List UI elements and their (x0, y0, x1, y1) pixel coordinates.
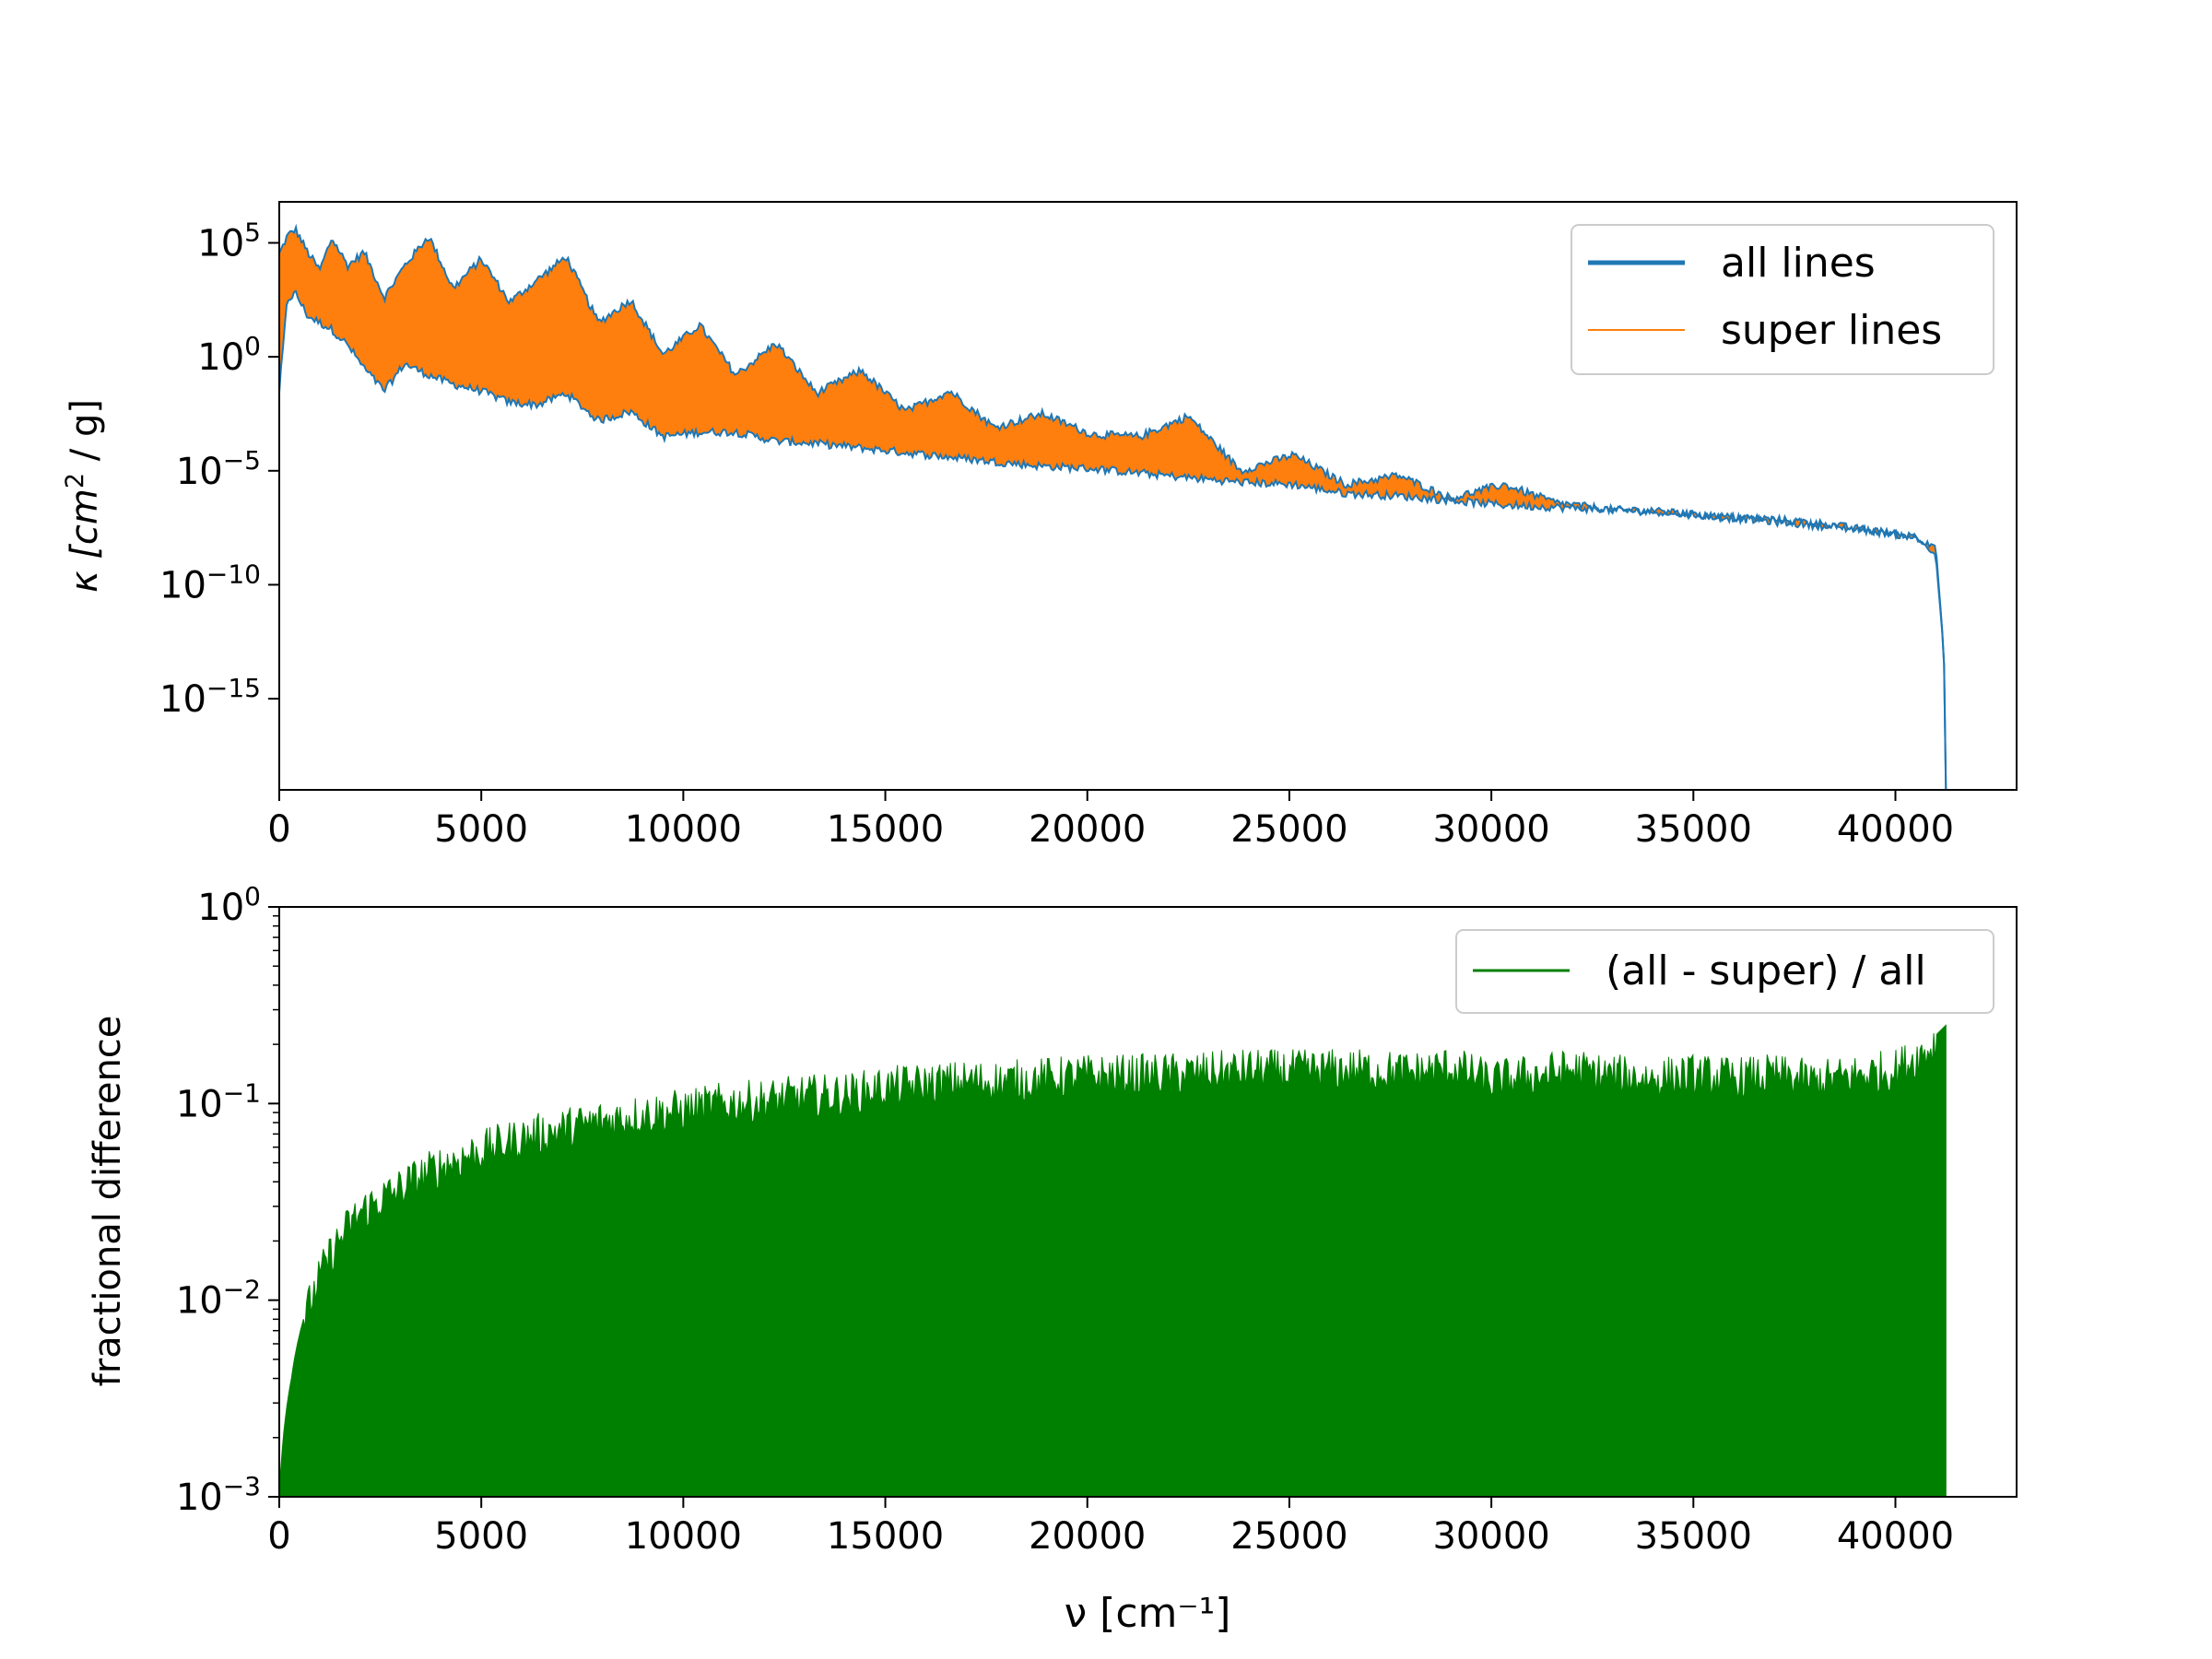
series-super-lines (279, 227, 1947, 790)
legend-super-lines-label: super lines (1721, 307, 1942, 354)
bottom-y-tick-label: 10−3 (176, 1471, 261, 1520)
bottom-x-tick-label: 35000 (1635, 1515, 1752, 1558)
bottom-x-tick-label: 40000 (1837, 1515, 1954, 1558)
top-y-axis-label: κ [cm2 / g] (61, 399, 107, 593)
top-x-tick-label: 25000 (1230, 808, 1347, 851)
bottom-x-tick-label: 10000 (625, 1515, 742, 1558)
top-legend: all lines super lines (1571, 224, 1994, 375)
bottom-y-axis-label: fractional difference (87, 1016, 129, 1387)
series-fractional-difference (278, 1024, 1947, 1498)
top-x-ticks: 0 5000 10000 15000 20000 25000 30000 35000 40000 (267, 790, 1954, 851)
top-y-ticks: 105 100 10−5 10−10 10−15 (159, 217, 279, 721)
top-chart: 0 5000 10000 15000 20000 25000 30000 35000 40000… (61, 201, 2018, 851)
top-x-tick-label: 30000 (1432, 808, 1549, 851)
top-x-tick-label: 20000 (1029, 808, 1146, 851)
top-axes-frame (278, 201, 2018, 791)
bottom-legend-box (1455, 929, 1994, 1014)
bottom-x-tick-label: 25000 (1230, 1515, 1347, 1558)
top-x-tick-label: 10000 (625, 808, 742, 851)
top-y-tick-label: 105 (197, 217, 261, 265)
top-x-tick-label: 5000 (434, 808, 528, 851)
legend-all-lines-label: all lines (1721, 240, 1876, 287)
bottom-x-tick-label: 15000 (827, 1515, 944, 1558)
top-plot-area (278, 223, 1947, 791)
legend-fractional-difference-label: (all - super) / all (1606, 947, 1926, 994)
top-y-tick-label: 100 (197, 331, 261, 380)
bottom-y-tick-label: 100 (197, 881, 261, 930)
top-y-axis-label-sup: 2 (61, 473, 89, 488)
bottom-axes-frame (278, 906, 2018, 1498)
series-all-lines-lower (278, 289, 1947, 791)
bottom-x-tick-label: 20000 (1029, 1515, 1146, 1558)
bottom-plot-area (278, 1024, 1947, 1498)
bottom-x-tick-label: 5000 (434, 1515, 528, 1558)
bottom-x-ticks: 0 5000 10000 15000 20000 25000 30000 35000 40000 (267, 1497, 1954, 1558)
top-y-tick-label: 10−10 (159, 559, 261, 607)
bottom-y-tick-label: 10−1 (176, 1077, 261, 1126)
bottom-y-ticks: 100 10−1 10−2 10−3 (176, 881, 279, 1520)
top-y-tick-label: 10−15 (159, 673, 261, 722)
top-x-tick-label: 15000 (827, 808, 944, 851)
top-y-axis-label-tail: / g] (64, 399, 106, 473)
top-y-tick-label: 10−5 (176, 444, 261, 493)
top-x-tick-label: 0 (267, 808, 290, 851)
bottom-x-tick-label: 0 (267, 1515, 290, 1558)
x-axis-label: ν [cm⁻¹] (1065, 1590, 1231, 1637)
bottom-x-tick-label: 30000 (1432, 1515, 1549, 1558)
bottom-legend: (all - super) / all (1455, 929, 1994, 1014)
top-x-tick-label: 40000 (1837, 808, 1954, 851)
bottom-y-tick-label: 10−2 (176, 1274, 261, 1323)
top-x-tick-label: 35000 (1635, 808, 1752, 851)
series-all-lines-upper (278, 223, 1947, 791)
top-y-axis-label-base: κ [cm (64, 488, 106, 593)
bottom-chart: 0 5000 10000 15000 20000 25000 30000 35000 40000… (87, 881, 2018, 1637)
